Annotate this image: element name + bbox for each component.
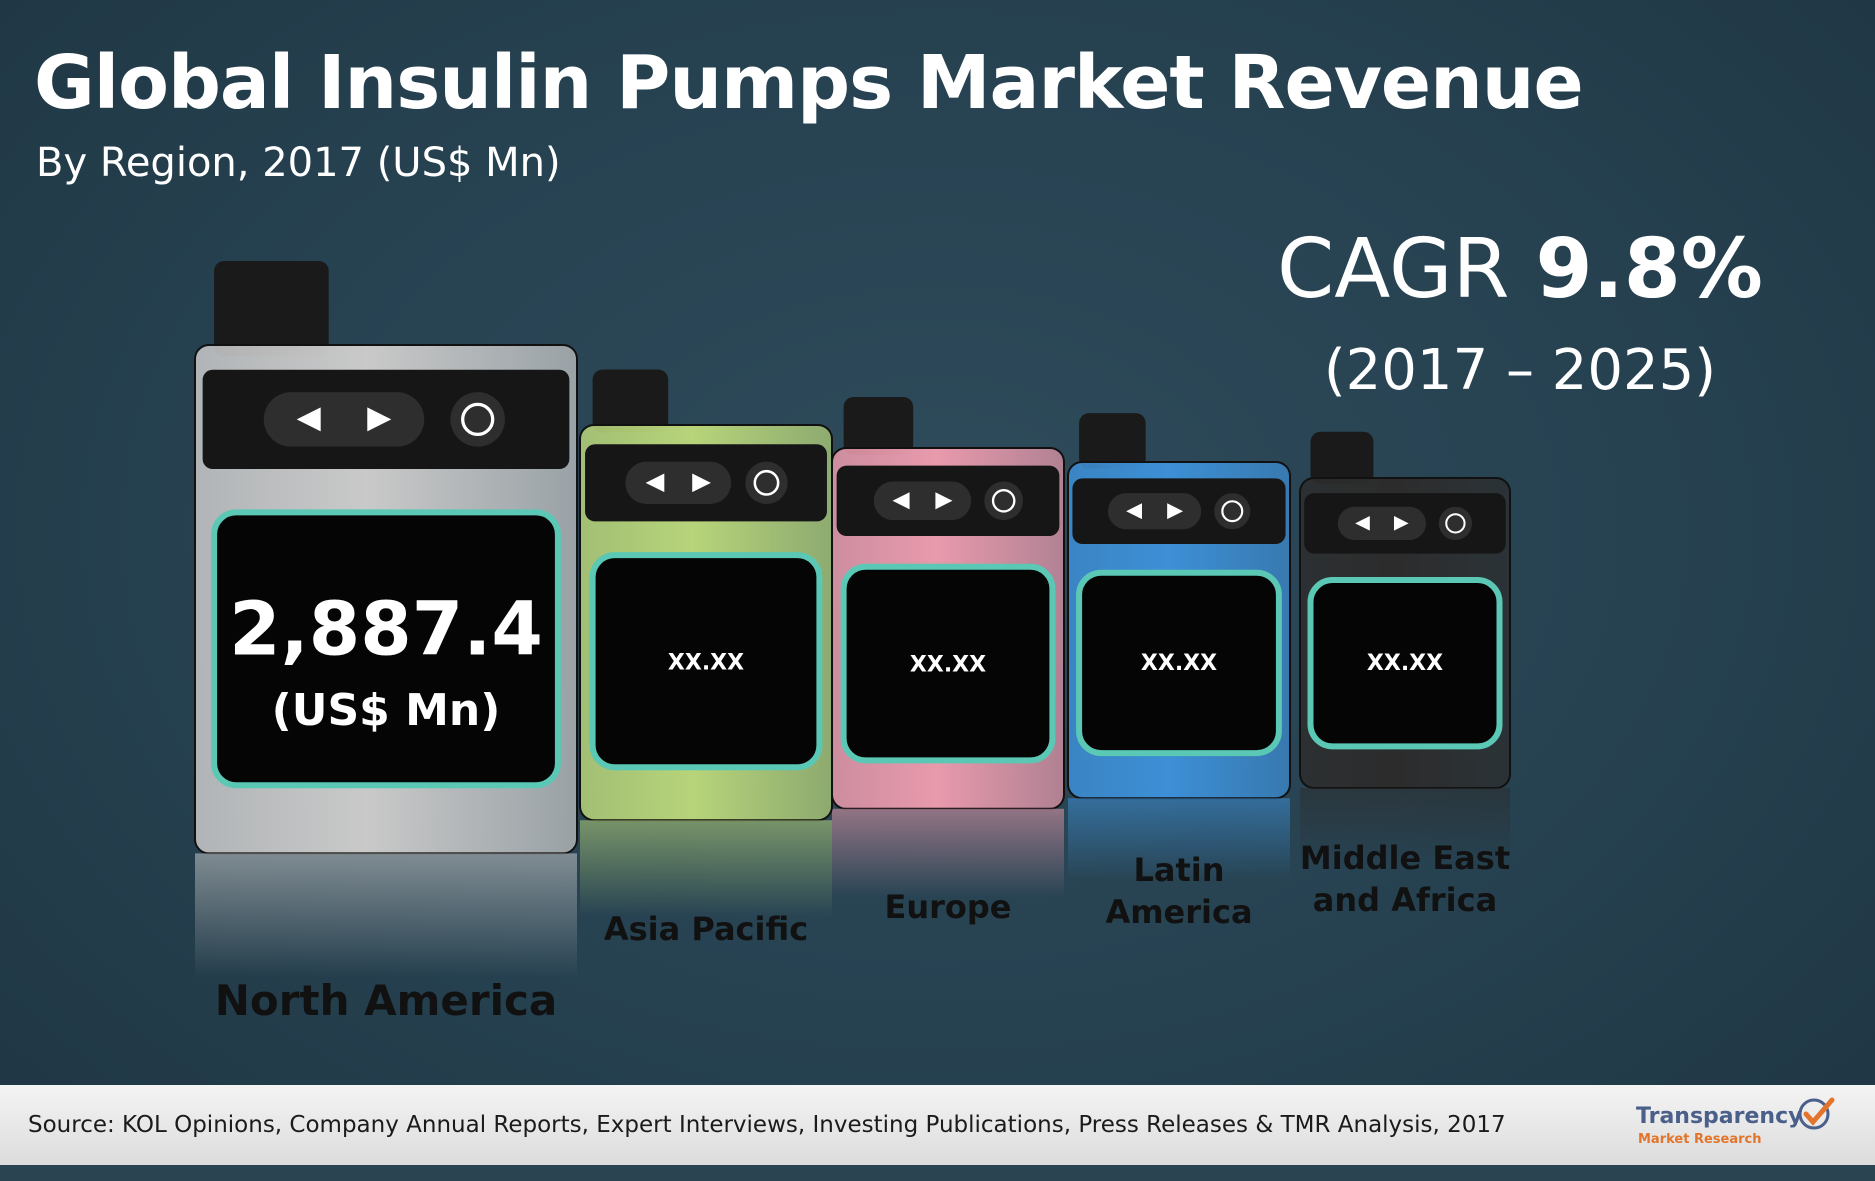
chart-subtitle: By Region, 2017 (US$ Mn) [36,140,561,186]
pump-screen [1076,569,1282,757]
category-label: Europe [884,888,1011,926]
pump-screen [589,552,823,771]
logo-name: Transparency [1636,1104,1803,1129]
ok-button-icon [745,461,788,505]
pump-reflection [1300,787,1510,864]
pump-reflection [1068,798,1290,881]
cagr-label: CAGR 9.8% [1270,222,1770,317]
nav-pill [625,461,732,505]
right-arrow-icon [1393,516,1409,531]
pump-reflection [195,853,577,978]
ok-button-icon [984,481,1024,521]
footer-strip [0,1165,1875,1181]
pump-cap [1310,431,1374,485]
value-label: XX.XX [910,652,986,677]
right-arrow-icon [692,473,711,493]
pump-screen [840,563,1056,764]
category-label: America [1105,893,1252,931]
ok-button-icon [1214,493,1251,530]
pump-cap [843,396,914,455]
pump-cap [592,369,669,433]
logo-subtitle: Market Research [1638,1132,1762,1147]
pump-1: 2,887.4 (US$ Mn) North America [194,260,578,1025]
nav-pill [1107,493,1202,530]
source-bar [0,1085,1875,1165]
left-arrow-icon [645,473,665,493]
pump-cap [214,260,329,357]
category-label: Latin [1133,851,1224,889]
ok-button-icon [1438,506,1473,540]
pump-5: XX.XX Middle East and Africa [1299,431,1511,919]
value-label: 2,887.4 [229,586,543,672]
ok-glyph-icon [1221,500,1244,523]
category-label: North America [215,976,557,1025]
pump-reflection [580,820,832,917]
ok-glyph-icon [753,469,780,496]
pump-3: XX.XX Europe [831,396,1065,926]
pump-2: XX.XX Asia Pacific [579,369,833,948]
left-arrow-icon [296,407,321,432]
cagr-value: 9.8% [1535,222,1763,317]
pump-screen [211,509,561,789]
pump-reflection [832,808,1064,897]
category-label: and Africa [1313,881,1497,919]
value-label: XX.XX [1141,651,1217,676]
checkmark-icon [1798,1097,1835,1130]
value-label: XX.XX [1367,651,1443,676]
right-arrow-icon [935,492,953,510]
cagr-period: (2017 – 2025) [1323,338,1717,403]
pump-4: XX.XX Latin America [1067,413,1291,931]
ok-glyph-icon [1445,513,1466,534]
tmr-logo: Transparency Market Research [1636,1096,1836,1158]
ok-button-icon [450,392,505,447]
source-text: Source: KOL Opinions, Company Annual Rep… [28,1112,1506,1138]
right-arrow-icon [1167,503,1184,520]
category-label: Middle East [1300,839,1510,877]
pump-cap [1079,413,1146,469]
nav-pill [873,481,972,521]
category-label: Asia Pacific [604,910,808,948]
left-arrow-icon [1355,516,1370,531]
nav-pill [263,392,425,447]
pump-screen [1307,577,1503,750]
ok-glyph-icon [461,402,495,437]
value-label: XX.XX [668,651,744,676]
ok-glyph-icon [991,488,1016,513]
chart-title: Global Insulin Pumps Market Revenue [34,40,1584,126]
left-arrow-icon [1126,503,1143,520]
right-arrow-icon [367,407,392,432]
unit-label: (US$ Mn) [272,685,501,736]
cagr-text: CAGR [1277,222,1510,317]
left-arrow-icon [892,492,910,510]
nav-pill [1337,506,1426,540]
